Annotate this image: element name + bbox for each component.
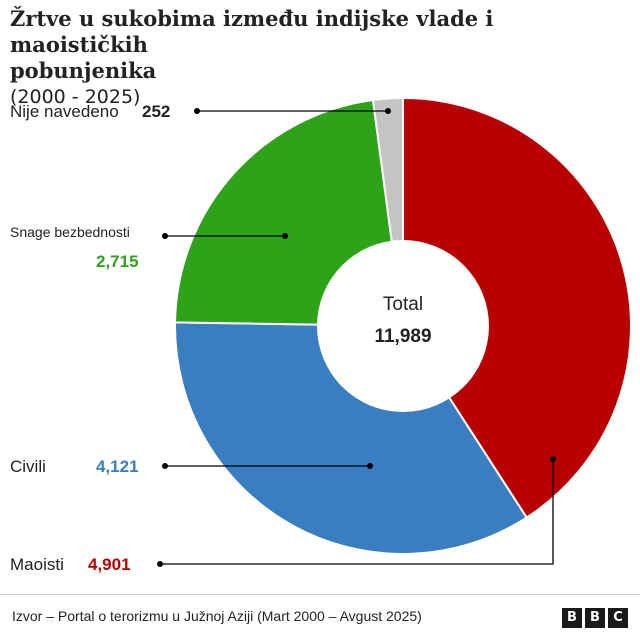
chart-subtitle: (2000 - 2025)	[10, 86, 141, 108]
bbc-logo: B B C	[562, 608, 628, 628]
chart-title-line-2: pobunjenika	[10, 58, 157, 83]
legend-label-civili: Civili	[10, 457, 46, 476]
donut-chart: Total 11,989 Maoisti 4,901 Civili 4,121 Snage …	[10, 96, 632, 574]
donut-hole	[317, 240, 489, 412]
leader-dot-maoisti	[157, 561, 163, 567]
chart-title-line-1: Žrtve u sukobima između indijske vlade i…	[10, 6, 494, 57]
value-label-civili: 4,121	[96, 457, 139, 476]
legend-label-nije-navedeno: Nije navedeno	[10, 102, 119, 121]
leader-dot-nije-navedeno	[194, 108, 200, 114]
value-label-maoisti: 4,901	[88, 555, 131, 574]
leader-dot-civili	[162, 463, 168, 469]
leader-dot-maoisti	[550, 456, 556, 462]
center-label: Total	[383, 294, 423, 315]
bbc-logo-letter: B	[585, 608, 605, 628]
bbc-logo-letter: C	[608, 608, 628, 628]
leader-dot-snage-bezbednosti	[162, 233, 168, 239]
value-label-nije-navedeno: 252	[142, 102, 170, 121]
leader-line-maoisti	[160, 459, 554, 565]
leader-dot-snage-bezbednosti	[282, 233, 288, 239]
footer: Izvor – Portal o terorizmu u Južnoj Azij…	[0, 594, 640, 640]
bbc-logo-letter: B	[562, 608, 582, 628]
legend-label-maoisti: Maoisti	[10, 555, 64, 574]
leader-dot-civili	[367, 463, 373, 469]
leader-dot-nije-navedeno	[385, 108, 391, 114]
slice-civili	[174, 321, 529, 555]
source-note: Izvor – Portal o terorizmu u Južnoj Azij…	[12, 608, 422, 624]
legend-label-snage-bezbednosti: Snage bezbednosti	[10, 224, 130, 240]
chart-title: Žrtve u sukobima između indijske vlade i…	[10, 6, 630, 110]
value-label-snage-bezbednosti: 2,715	[96, 252, 139, 271]
center-value: 11,989	[374, 326, 431, 347]
